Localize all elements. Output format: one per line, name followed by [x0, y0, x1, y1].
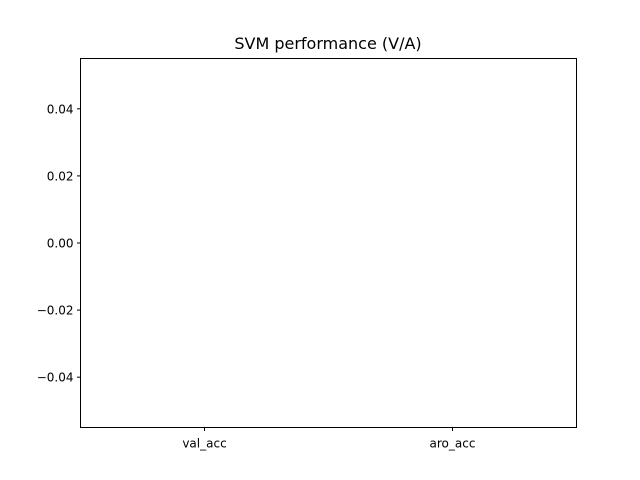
chart-title: SVM performance (V/A)	[234, 34, 421, 53]
x-tick-label-val-acc: val_acc	[182, 437, 226, 451]
y-tick-label: 0.00	[47, 237, 74, 251]
y-tick-label: 0.04	[47, 102, 74, 116]
y-tick-label: 0.02	[47, 169, 74, 183]
y-tick-label: −0.02	[37, 304, 74, 318]
x-tick-label-aro-acc: aro_acc	[430, 437, 476, 451]
y-tick-label: −0.04	[37, 371, 74, 385]
x-axis-ticks: val_acc aro_acc	[182, 427, 476, 451]
y-axis-ticks: −0.04 −0.02 0.00 0.02 0.04	[37, 102, 81, 385]
